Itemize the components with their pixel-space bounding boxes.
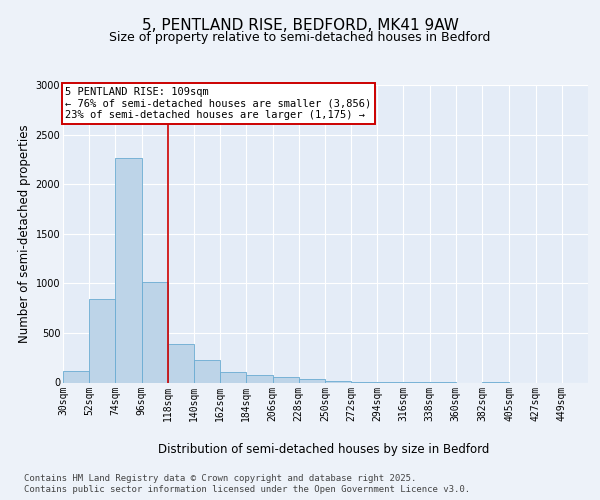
Bar [299, 379, 325, 382]
Bar [247, 374, 272, 382]
Bar [115, 158, 142, 382]
Bar [142, 282, 168, 382]
Y-axis label: Number of semi-detached properties: Number of semi-detached properties [19, 124, 31, 343]
Bar [194, 360, 220, 382]
Text: 5, PENTLAND RISE, BEDFORD, MK41 9AW: 5, PENTLAND RISE, BEDFORD, MK41 9AW [142, 18, 458, 32]
Bar [325, 381, 351, 382]
Text: Distribution of semi-detached houses by size in Bedford: Distribution of semi-detached houses by … [158, 442, 490, 456]
Bar [168, 344, 194, 383]
Bar [220, 372, 247, 382]
Bar [272, 377, 299, 382]
Bar [89, 299, 115, 382]
Bar [63, 370, 89, 382]
Text: Contains public sector information licensed under the Open Government Licence v3: Contains public sector information licen… [24, 485, 470, 494]
Text: 5 PENTLAND RISE: 109sqm
← 76% of semi-detached houses are smaller (3,856)
23% of: 5 PENTLAND RISE: 109sqm ← 76% of semi-de… [65, 87, 371, 120]
Text: Contains HM Land Registry data © Crown copyright and database right 2025.: Contains HM Land Registry data © Crown c… [24, 474, 416, 483]
Text: Size of property relative to semi-detached houses in Bedford: Size of property relative to semi-detach… [109, 32, 491, 44]
